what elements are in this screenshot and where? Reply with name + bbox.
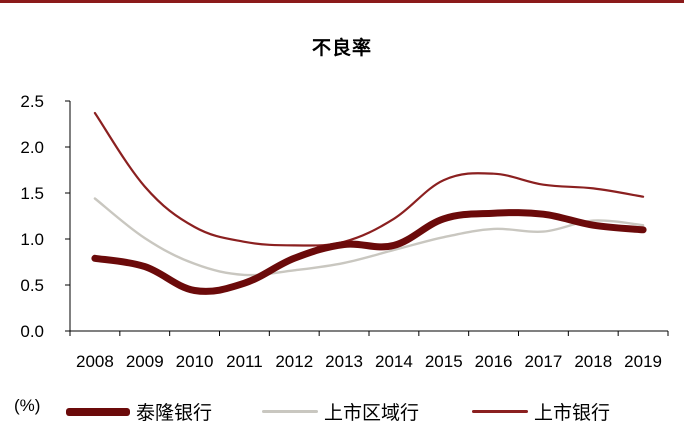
x-tick-label: 2019: [624, 352, 662, 371]
y-tick-label: 0.0: [20, 322, 44, 341]
y-tick-label: 2.5: [20, 92, 44, 111]
x-tick-label: 2015: [425, 352, 463, 371]
x-tick-label: 2018: [574, 352, 612, 371]
series-line-3: [93, 111, 645, 247]
x-tick-label: 2016: [475, 352, 513, 371]
x-tick-label: 2013: [325, 352, 363, 371]
y-tick-label: 0.5: [20, 276, 44, 295]
series-line-1: [91, 209, 647, 295]
series-line-2: [93, 197, 645, 277]
legend-swatch-series-1: [66, 407, 130, 416]
legend-label-series-2: 上市区域行: [324, 402, 420, 424]
legend-swatch-series-3: [472, 410, 528, 413]
y-tick-label: 2.0: [20, 138, 44, 157]
x-tick-label: 2012: [275, 352, 313, 371]
chart-title: 不良率: [311, 37, 372, 59]
legend-item-series-1: 泰隆银行: [66, 398, 212, 425]
x-tick-label: 2017: [525, 352, 563, 371]
top-accent-rule: [0, 0, 684, 3]
legend-item-series-3: 上市银行: [472, 398, 610, 425]
x-tick-label: 2010: [176, 352, 214, 371]
legend-swatch-series-2: [262, 410, 318, 413]
legend-label-series-1: 泰隆银行: [136, 402, 213, 424]
x-tick-label: 2014: [375, 352, 413, 371]
legend-item-series-2: 上市区域行: [262, 398, 419, 425]
legend-label-series-3: 上市银行: [534, 402, 611, 424]
y-tick-label: 1.5: [20, 184, 44, 203]
x-tick-label: 2009: [126, 352, 164, 371]
unit-label: (%): [14, 396, 41, 415]
chart-legend: 泰隆银行 上市区域行 上市银行: [0, 398, 684, 428]
x-tick-label: 2011: [226, 352, 263, 371]
x-tick-label: 2008: [76, 352, 114, 371]
y-tick-label: 1.0: [20, 230, 44, 249]
